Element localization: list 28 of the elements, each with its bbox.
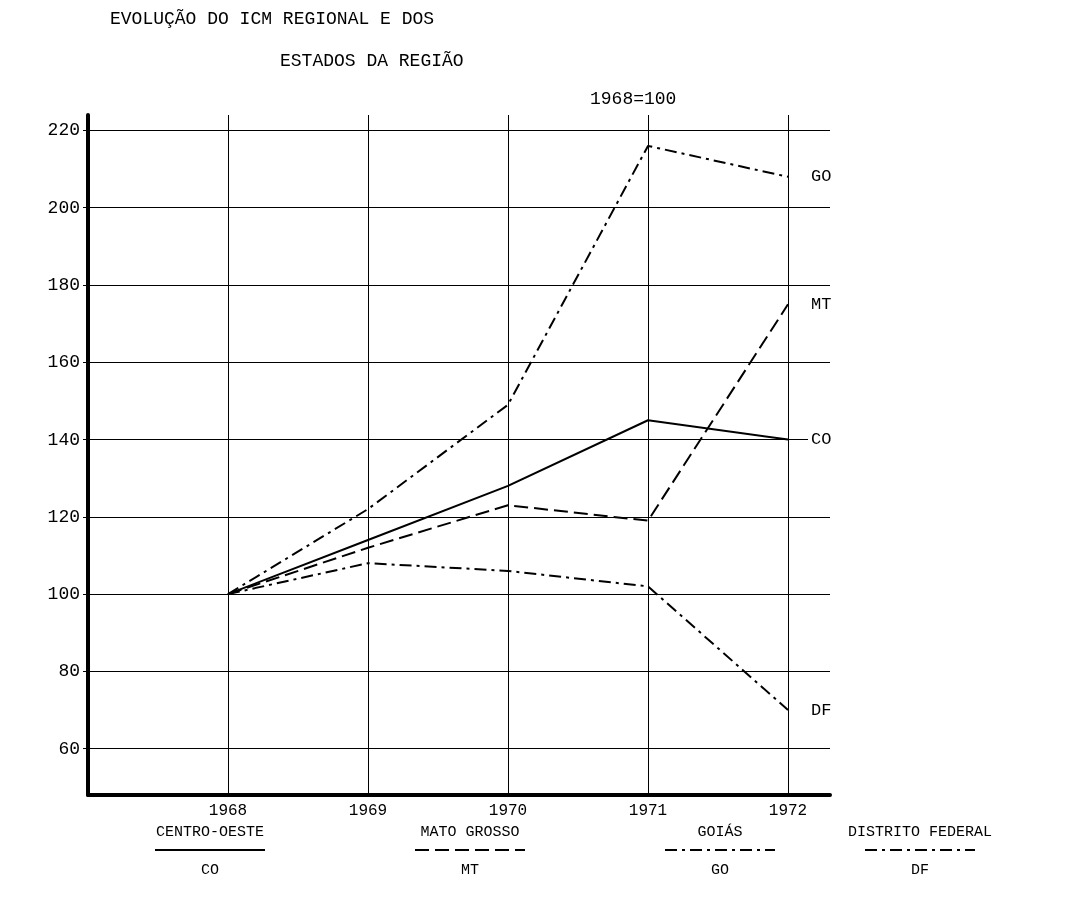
y-tick-label: 140	[47, 429, 80, 450]
text: MT	[460, 861, 480, 879]
series-label: GO	[811, 167, 832, 187]
x-tick-label: 1969	[348, 802, 388, 820]
series-label: MT	[811, 294, 832, 314]
chart-title: EVOLUÇÃO DO ICM REGIONAL E DOS ESTADOS DA REGIÃO	[110, 9, 464, 71]
series-label: DF	[811, 700, 832, 720]
x-tick-label: 1968	[208, 802, 248, 820]
y-tick-label: 200	[47, 197, 80, 218]
text: GO	[710, 861, 730, 879]
series-label: CO	[811, 430, 832, 450]
y-tick-label: 60	[58, 738, 80, 759]
y-tick-label: 180	[47, 275, 80, 295]
y-tick-label: 100	[47, 584, 80, 605]
text: GOIÁS	[697, 822, 743, 841]
x-tick-label: 1972	[768, 802, 808, 820]
chart-subtitle: 1968=100	[590, 89, 677, 109]
text: CENTRO-OESTE	[155, 823, 265, 841]
text: CO	[200, 861, 220, 879]
text: MATO GROSSO	[420, 823, 520, 841]
text: DISTRITO FEDERAL	[847, 823, 993, 841]
text: DF	[910, 861, 930, 879]
y-tick-label: 220	[47, 120, 80, 141]
x-tick-label: 1971	[628, 802, 668, 820]
y-tick-label: 160	[47, 352, 80, 373]
y-tick-label: 120	[47, 506, 80, 527]
x-tick-label: 1970	[488, 802, 528, 820]
y-tick-label: 80	[58, 661, 80, 682]
